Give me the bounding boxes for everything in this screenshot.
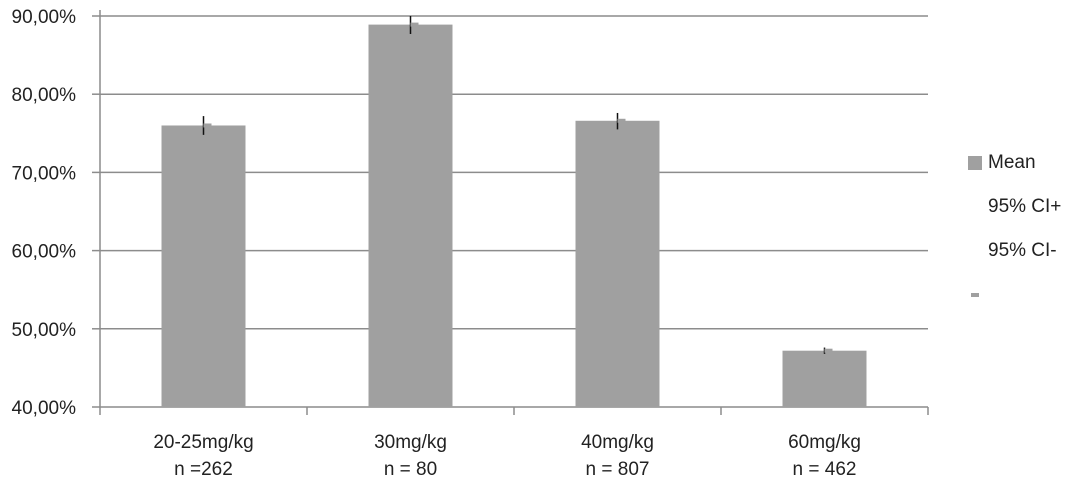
legend-swatch-unnamed [971, 293, 979, 297]
legend-item-ci-plus: 95% CI+ [968, 194, 1068, 220]
bar [368, 24, 453, 408]
y-tick-label: 40,00% [12, 398, 77, 419]
mean-marker [617, 118, 626, 123]
y-tick-label: 90,00% [12, 7, 77, 28]
x-category-label: 30mg/kg [374, 432, 447, 453]
mean-marker [824, 348, 833, 353]
y-tick-label: 60,00% [12, 242, 77, 263]
x-category-sublabel: n = 807 [586, 459, 650, 478]
mean-marker [410, 22, 419, 27]
y-tick-label: 50,00% [12, 320, 77, 341]
legend-item-ci-minus: 95% CI- [968, 238, 1068, 264]
legend-label-ci-plus: 95% CI+ [988, 196, 1062, 217]
y-tick-label: 80,00% [12, 85, 77, 106]
legend-item-unnamed [968, 282, 1068, 308]
x-category-sublabel: n = 80 [384, 459, 437, 478]
legend-swatch-ci-minus [968, 244, 982, 258]
legend: Mean 95% CI+ 95% CI- [968, 150, 1068, 326]
x-category-label: 40mg/kg [581, 432, 654, 453]
legend-item-mean: Mean [968, 150, 1068, 176]
legend-label-ci-minus: 95% CI- [988, 240, 1057, 261]
bar [575, 120, 660, 408]
mean-marker [203, 123, 212, 128]
x-category-label: 60mg/kg [788, 432, 861, 453]
x-category-sublabel: n =262 [174, 459, 233, 478]
bar [782, 350, 867, 407]
x-category-label: 20-25mg/kg [153, 432, 253, 453]
legend-label-mean: Mean [988, 152, 1036, 173]
y-tick-label: 70,00% [12, 163, 77, 184]
legend-swatch-ci-plus [968, 200, 982, 214]
legend-swatch-mean [968, 156, 982, 170]
x-category-sublabel: n = 462 [793, 459, 857, 478]
bar [161, 125, 246, 407]
